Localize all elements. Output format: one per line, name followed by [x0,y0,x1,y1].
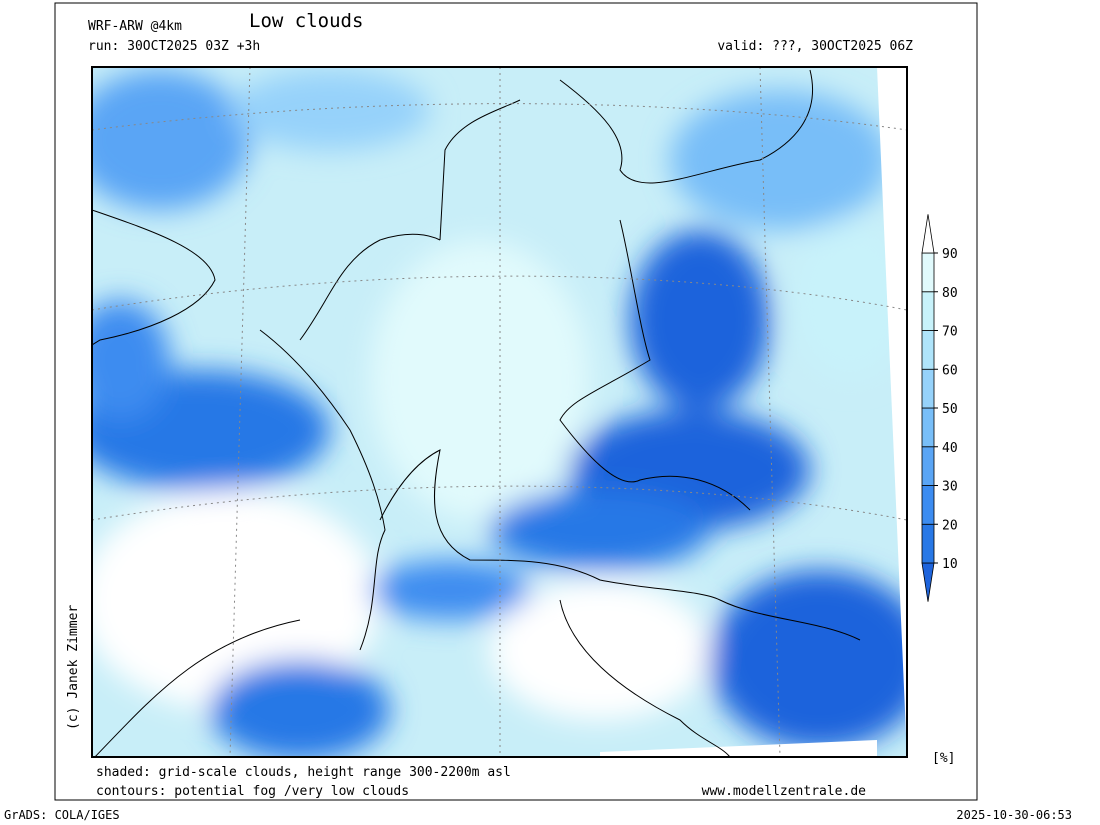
colorbar-tick-label: 80 [942,286,958,301]
timestamp: 2025-10-30-06:53 [956,808,1072,822]
colorbar-segment [921,330,935,370]
colorbar-segment [921,214,935,254]
colorbar-tick-label: 50 [942,402,958,417]
colorbar-tick-label: 30 [942,480,958,495]
model-label: WRF-ARW @4km [88,19,182,34]
unit-label: [%] [932,751,955,766]
map-frame [91,66,908,758]
colorbar-segment [921,407,935,448]
colorbar: 10 20 30 40 50 60 70 80 90 [921,214,958,602]
copyright: (c) Janek Zimmer [66,605,81,730]
valid-label: valid: ???, 30OCT2025 06Z [717,39,913,54]
colorbar-tick-label: 90 [942,247,958,262]
colorbar-segment [921,562,935,602]
shaded-note: shaded: grid-scale clouds, height range … [96,765,511,780]
outer-frame [54,2,978,801]
colorbar-tick-label: 60 [942,363,958,378]
run-label: run: 30OCT2025 03Z +3h [88,39,260,54]
colorbar-tick-label: 70 [942,325,958,340]
website: www.modellzentrale.de [702,784,867,799]
contours-note: contours: potential fog /very low clouds [96,784,409,799]
colorbar-segment [921,291,935,331]
colorbar-segment [921,485,935,525]
title: Low clouds [249,10,363,32]
colorbar-tick-label: 40 [942,441,958,456]
colorbar-segment [921,446,935,486]
colorbar-tick-label: 20 [942,518,958,533]
colorbar-tick-label: 10 [942,557,958,572]
map [92,67,907,757]
software-label: GrADS: COLA/IGES [4,808,120,822]
colorbar-segment [921,252,935,293]
colorbar-segment [921,523,935,564]
colorbar-segment [921,368,935,409]
